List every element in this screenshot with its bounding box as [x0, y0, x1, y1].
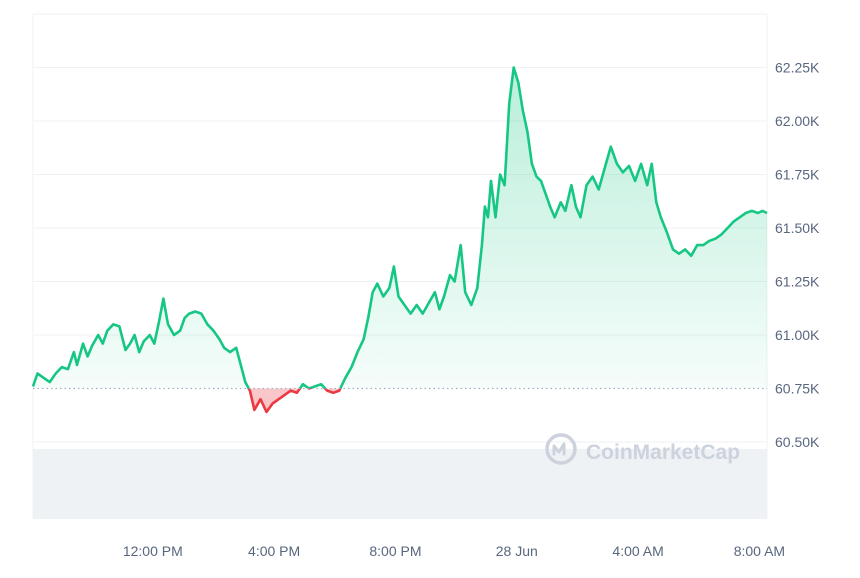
y-tick-label: 61.00K	[775, 327, 820, 343]
x-axis: 12:00 PM 4:00 PM 8:00 PM 28 Jun 4:00 AM 8:00 …	[123, 543, 785, 559]
y-tick-label: 60.75K	[775, 381, 820, 397]
y-tick-label: 61.75K	[775, 167, 820, 183]
y-tick-label: 61.25K	[775, 274, 820, 290]
price-line	[31, 66, 768, 414]
y-axis: 62.25K 62.00K 61.75K 61.50K 61.25K 61.00K 60.7…	[775, 60, 820, 451]
x-tick-label: 8:00 AM	[734, 543, 785, 559]
x-tick-label: 4:00 AM	[612, 543, 663, 559]
y-tick-label: 62.25K	[775, 60, 820, 76]
x-tick-label: 12:00 PM	[123, 543, 183, 559]
y-tick-label: 62.00K	[775, 113, 820, 129]
y-tick-label: 60.50K	[775, 434, 820, 450]
x-tick-label: 8:00 PM	[369, 543, 421, 559]
area-fill-up	[33, 67, 767, 389]
volume-band	[33, 449, 767, 519]
logo-ring	[545, 433, 577, 465]
series-line-up	[31, 66, 768, 389]
y-tick-label: 61.50K	[775, 220, 820, 236]
watermark: CoinMarketCap	[545, 433, 740, 465]
watermark-text: CoinMarketCap	[586, 441, 740, 464]
logo-mark	[552, 442, 566, 456]
coinmarketcap-logo-icon	[545, 433, 577, 465]
volume-area	[33, 449, 767, 519]
x-tick-label: 4:00 PM	[248, 543, 300, 559]
price-area	[33, 67, 767, 412]
x-tick-label: 28 Jun	[496, 543, 538, 559]
